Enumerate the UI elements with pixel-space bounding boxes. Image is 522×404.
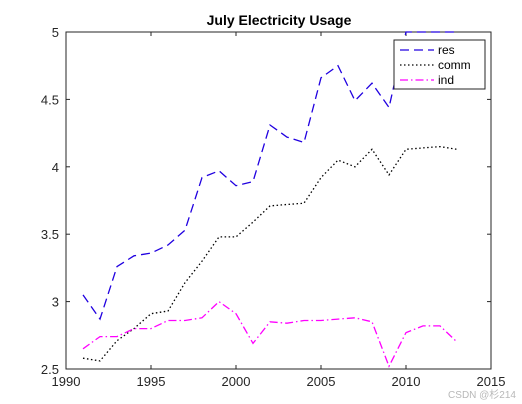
x-tick-label: 1995 [137,374,166,389]
legend-label-comm: comm [438,58,471,72]
series-line-ind [82,300,458,368]
x-tick-label: 2005 [307,374,336,389]
series-line-comm [82,145,458,362]
y-tick-label: 4.5 [41,92,59,107]
x-tick-label: 2000 [222,374,251,389]
x-tick-label: 1990 [52,374,81,389]
legend-label-res: res [438,43,455,57]
legend-label-ind: ind [438,73,454,87]
y-tick-label: 5 [52,25,59,40]
y-tick-label: 4 [52,160,59,175]
x-tick-label: 2010 [392,374,421,389]
chart-title: July Electricity Usage [207,12,352,28]
y-tick-label: 3.5 [41,227,59,242]
x-tick-label: 2015 [477,374,506,389]
axis-ticks: 1990 1995 2000 2005 2010 2015 2.5 3 3.5 4 4.5 5 [41,25,506,389]
y-tick-label: 3 [52,295,59,310]
y-tick-label: 2.5 [41,362,59,377]
watermark: CSDN @杉214 [448,388,516,401]
